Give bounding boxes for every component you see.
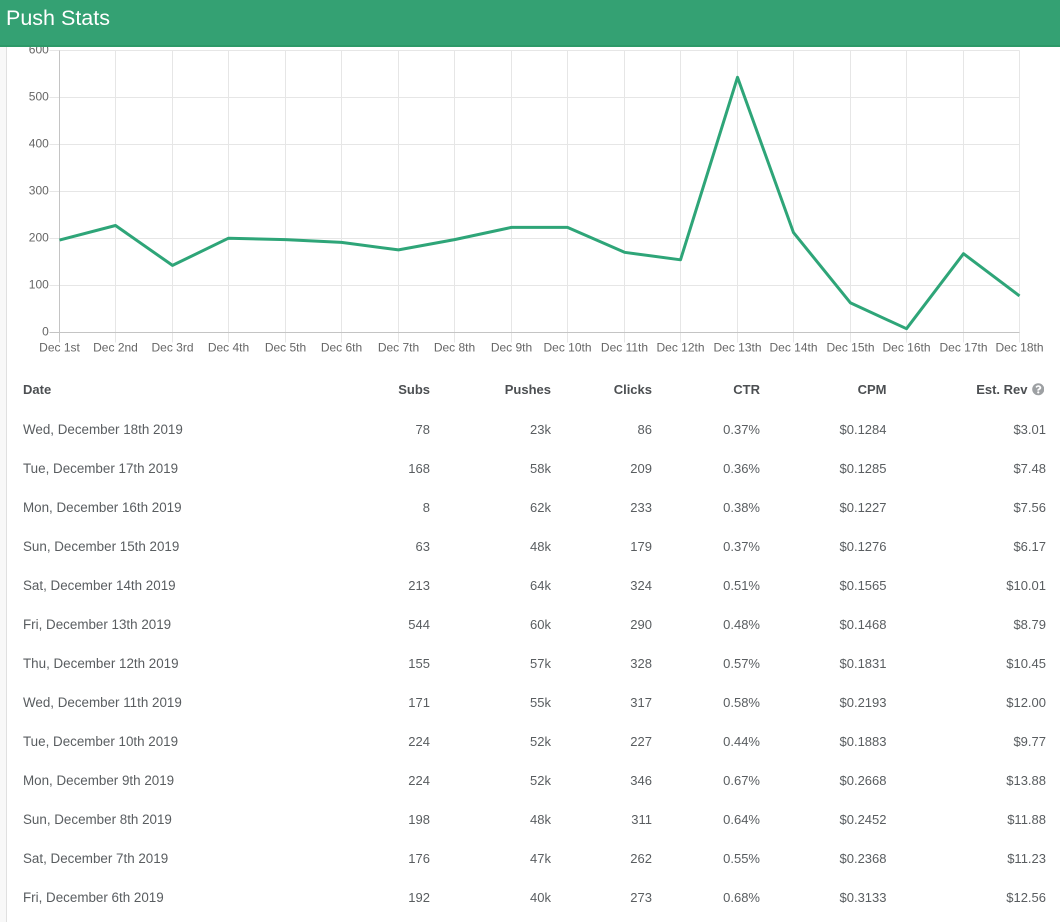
svg-text:Dec 14th: Dec 14th — [769, 341, 817, 355]
svg-text:Dec 12th: Dec 12th — [656, 341, 704, 355]
svg-text:Dec 11th: Dec 11th — [601, 341, 648, 355]
svg-text:Dec 10th: Dec 10th — [543, 341, 591, 355]
svg-text:600: 600 — [29, 47, 49, 57]
svg-text:200: 200 — [29, 231, 49, 245]
svg-text:100: 100 — [29, 278, 49, 292]
svg-text:Dec 7th: Dec 7th — [378, 341, 419, 355]
svg-text:Dec 17th: Dec 17th — [939, 341, 987, 355]
svg-text:Dec 4th: Dec 4th — [208, 341, 249, 355]
svg-text:500: 500 — [29, 90, 49, 104]
svg-text:Dec 9th: Dec 9th — [491, 341, 532, 355]
svg-text:Dec 3rd: Dec 3rd — [151, 341, 193, 355]
svg-text:Dec 8th: Dec 8th — [434, 341, 475, 355]
svg-text:0: 0 — [42, 325, 49, 339]
svg-text:Dec 2nd: Dec 2nd — [93, 341, 138, 355]
svg-text:Dec 6th: Dec 6th — [321, 341, 362, 355]
svg-text:Dec 18th: Dec 18th — [995, 341, 1043, 355]
svg-text:300: 300 — [29, 184, 49, 198]
svg-text:Dec 16th: Dec 16th — [882, 341, 930, 355]
svg-text:400: 400 — [29, 137, 49, 151]
svg-text:Dec 13th: Dec 13th — [713, 341, 761, 355]
svg-text:Dec 15th: Dec 15th — [826, 341, 874, 355]
svg-text:Dec 5th: Dec 5th — [265, 341, 306, 355]
svg-text:Dec 1st: Dec 1st — [39, 341, 80, 355]
